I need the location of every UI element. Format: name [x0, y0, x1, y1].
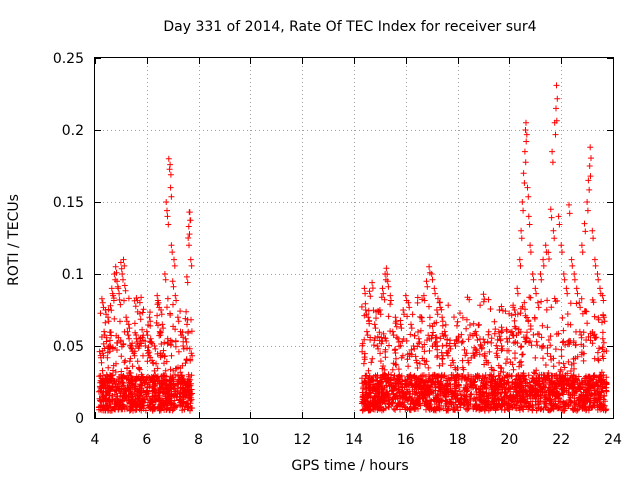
y-tick-label: 0.15 — [53, 195, 84, 211]
x-tick-label: 14 — [345, 432, 363, 448]
x-tick-label: 8 — [194, 432, 203, 448]
x-tick-label: 18 — [449, 432, 467, 448]
scatter-markers — [95, 82, 610, 414]
x-tick-label: 4 — [91, 432, 100, 448]
x-tick-label: 6 — [142, 432, 151, 448]
data-points — [95, 82, 610, 414]
y-axis-label: ROTI / TECUs — [6, 194, 22, 286]
x-tick-label: 12 — [293, 432, 311, 448]
x-axis-label: GPS time / hours — [291, 458, 408, 474]
chart-title: Day 331 of 2014, Rate Of TEC Index for r… — [163, 19, 536, 35]
y-tick-label: 0.1 — [62, 267, 84, 283]
tick-labels: 4 6 8 10 12 14 16 18 20 22 24 0 0.05 0.1 0.15 0.2 0.25 — [53, 51, 622, 448]
y-tick-label: 0.05 — [53, 339, 84, 355]
y-tick-label: 0 — [75, 411, 84, 427]
y-tick-label: 0.2 — [62, 123, 84, 139]
x-tick-label: 20 — [500, 432, 518, 448]
axis-ticks — [95, 58, 614, 419]
x-tick-label: 10 — [241, 432, 259, 448]
x-tick-label: 16 — [397, 432, 415, 448]
y-tick-label: 0.25 — [53, 51, 84, 67]
plot-frame — [94, 57, 614, 419]
grid — [95, 58, 613, 418]
x-tick-label: 24 — [604, 432, 622, 448]
x-tick-label: 22 — [552, 432, 570, 448]
